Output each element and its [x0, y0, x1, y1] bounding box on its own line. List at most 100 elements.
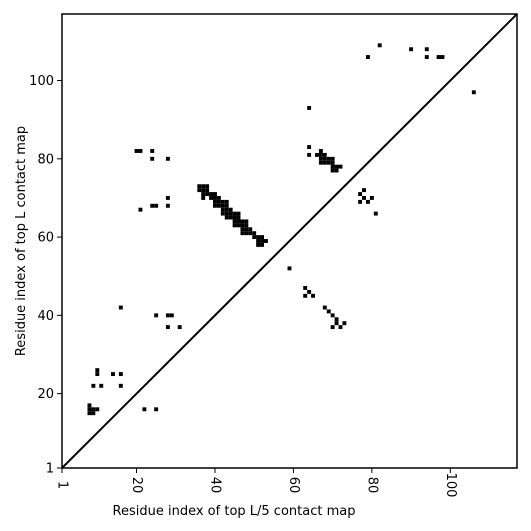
contact-point	[228, 215, 233, 220]
contact-point	[197, 184, 202, 189]
y-tick-label: 20	[37, 387, 54, 402]
contact-point	[197, 188, 202, 193]
contact-point	[334, 164, 339, 169]
contact-point	[373, 211, 378, 216]
contact-point	[307, 105, 312, 110]
contact-point	[330, 313, 335, 318]
contact-point	[311, 293, 315, 298]
contact-point	[244, 227, 249, 232]
contact-point	[201, 195, 206, 200]
y-tick-label: 40	[37, 309, 54, 324]
contact-point	[165, 313, 170, 318]
contact-point	[95, 407, 100, 412]
contact-point	[228, 211, 233, 216]
contact-point	[244, 219, 249, 224]
contact-point	[205, 184, 210, 189]
contact-point	[87, 407, 92, 412]
contact-point	[232, 215, 237, 220]
contact-point	[409, 47, 414, 52]
contact-point	[260, 235, 264, 240]
contact-point	[362, 195, 366, 200]
contact-point	[118, 305, 123, 310]
contact-point	[256, 242, 261, 247]
contact-point	[95, 372, 100, 377]
contact-point	[287, 266, 292, 271]
contact-point	[369, 195, 374, 200]
contact-point	[330, 164, 335, 169]
y-tick-label: 1	[46, 462, 54, 477]
contact-point	[220, 203, 225, 208]
contact-point	[330, 160, 335, 165]
contact-point	[365, 199, 370, 204]
x-tick-label: 20	[129, 477, 144, 494]
contact-point	[138, 149, 143, 153]
contact-point	[260, 242, 264, 247]
contact-point	[471, 90, 476, 95]
contact-point	[307, 289, 312, 294]
contact-point	[216, 199, 221, 204]
contact-point	[216, 203, 221, 208]
contact-point	[91, 411, 96, 416]
contact-point	[424, 47, 429, 52]
y-axis-label: Residue index of top L contact map	[14, 126, 29, 356]
contact-point	[252, 235, 257, 240]
contact-point	[326, 160, 331, 165]
contact-point	[318, 156, 323, 161]
contact-point	[232, 223, 237, 228]
contact-point	[330, 156, 335, 161]
contact-point	[322, 156, 327, 161]
contact-point	[142, 407, 147, 412]
x-tick-label: 100	[443, 473, 458, 498]
contact-point	[358, 192, 363, 196]
contact-point	[201, 192, 206, 196]
contact-point	[165, 203, 170, 208]
y-tick-label: 80	[37, 152, 54, 167]
contact-point	[240, 231, 245, 236]
contact-point	[165, 195, 170, 200]
x-tick-label: 40	[207, 477, 222, 494]
contact-point	[220, 211, 225, 216]
y-tick-label: 60	[37, 231, 54, 246]
contact-point	[303, 293, 308, 298]
contact-point	[248, 227, 253, 232]
contact-point	[362, 188, 366, 193]
x-axis-ticks: 1 20 40 60 80 100	[55, 468, 458, 497]
contact-point	[201, 184, 206, 189]
contact-point	[322, 305, 327, 310]
contact-point	[264, 239, 268, 243]
contact-point	[240, 223, 245, 228]
contact-point	[95, 368, 100, 373]
contact-point	[318, 160, 323, 165]
contact-point	[118, 372, 123, 377]
contact-point	[326, 309, 331, 314]
contact-point	[150, 149, 155, 153]
contact-point	[154, 313, 159, 318]
contact-point	[118, 383, 123, 388]
contact-point	[236, 215, 241, 220]
x-tick-label: 80	[364, 477, 379, 494]
contact-point	[228, 207, 233, 212]
contact-point	[111, 372, 115, 377]
contact-point	[169, 313, 174, 318]
contact-point	[236, 223, 241, 228]
contact-point	[165, 325, 170, 330]
contact-point	[154, 203, 159, 208]
contact-point	[220, 199, 225, 204]
contact-point	[177, 325, 182, 330]
contact-point	[99, 383, 104, 388]
contact-point	[244, 231, 249, 236]
contact-point	[244, 223, 249, 228]
y-tick-label: 100	[29, 74, 54, 89]
contact-point	[424, 55, 429, 59]
contact-point	[224, 211, 229, 216]
x-tick-label: 1	[55, 481, 70, 489]
contact-point	[224, 207, 229, 212]
contact-point	[326, 156, 331, 161]
contact-point	[224, 215, 229, 220]
contact-point	[256, 235, 261, 240]
contact-point	[236, 211, 241, 216]
contact-point	[205, 188, 210, 193]
contact-point	[236, 219, 241, 224]
contact-point	[318, 152, 323, 157]
